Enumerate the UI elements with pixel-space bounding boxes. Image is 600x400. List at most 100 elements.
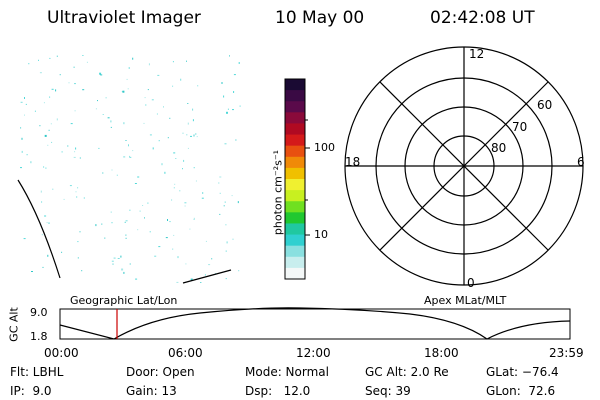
uv-speckle	[215, 273, 217, 274]
uv-speckle	[172, 248, 174, 250]
colorbar-segment	[285, 267, 305, 280]
uv-speckle	[190, 278, 193, 281]
uv-speckle	[184, 205, 186, 207]
uv-speckle	[196, 136, 198, 138]
uv-speckle	[208, 264, 211, 266]
uv-speckle	[237, 201, 239, 204]
uv-speckle	[225, 224, 227, 226]
uv-speckle	[82, 89, 85, 91]
uv-speckle	[195, 133, 197, 135]
uv-speckle	[204, 274, 206, 276]
uv-speckle	[39, 125, 41, 127]
uv-speckle	[123, 156, 126, 158]
uv-speckle	[28, 63, 30, 65]
uv-speckle	[125, 220, 128, 222]
uv-speckle	[113, 257, 116, 259]
uv-speckle	[47, 254, 49, 257]
uv-speckle	[193, 219, 195, 220]
colorbar-segment	[285, 156, 305, 169]
uv-speckle	[23, 238, 26, 240]
uv-speckle	[42, 266, 44, 268]
uv-speckle	[149, 231, 151, 233]
uv-speckle	[169, 117, 171, 119]
uv-speckle	[121, 268, 124, 271]
uv-speckle	[152, 147, 154, 150]
uv-speckle	[51, 88, 54, 90]
uv-speckle	[82, 55, 84, 56]
uv-speckle	[129, 156, 132, 158]
uv-speckle	[56, 118, 58, 121]
uv-speckle	[173, 152, 176, 154]
uv-speckle	[151, 99, 154, 101]
uv-speckle	[59, 74, 61, 76]
uv-speckle	[116, 174, 118, 176]
colorbar-segment	[285, 234, 305, 247]
uv-speckle	[86, 61, 88, 63]
altitude-plot-frame	[59, 308, 571, 340]
uv-speckle	[34, 110, 36, 112]
uv-speckle	[158, 140, 160, 142]
uv-speckle	[224, 201, 226, 203]
uv-speckle	[232, 109, 234, 111]
colorbar-segment	[285, 90, 305, 102]
uv-speckle	[79, 231, 81, 233]
apex-label: Apex MLat/MLT	[424, 294, 507, 307]
uv-speckle	[63, 198, 65, 200]
colorbar-segment	[285, 201, 305, 213]
dsp-readout: Dsp: 12.0	[245, 384, 311, 398]
time-tick-0: 00:00	[44, 346, 79, 360]
uv-speckle	[44, 134, 47, 137]
colorbar-segment	[285, 145, 305, 158]
gc-alt-readout: GC Alt: 2.0 Re	[365, 365, 449, 379]
date-label: 10 May 00	[275, 8, 365, 28]
uv-speckle	[20, 101, 23, 103]
uv-speckle	[161, 163, 163, 166]
uv-speckle	[77, 257, 79, 259]
uv-speckle	[211, 258, 213, 260]
uv-speckle	[218, 182, 220, 184]
uv-speckle	[180, 78, 182, 81]
colorbar-unit-label: photon cm⁻²s⁻¹	[271, 149, 285, 236]
time-tick-2: 12:00	[296, 346, 331, 360]
uv-speckle	[224, 143, 227, 145]
uv-speckle	[195, 180, 197, 182]
ip-readout: IP: 9.0	[10, 384, 52, 398]
uv-speckle	[221, 82, 223, 84]
uv-speckle	[164, 171, 166, 174]
uv-speckle	[156, 113, 158, 115]
time-tick-1: 06:00	[168, 346, 203, 360]
colorbar-segment	[285, 212, 305, 224]
uv-speckle	[105, 97, 107, 99]
uv-speckle	[102, 172, 104, 174]
uv-speckle	[125, 140, 127, 141]
uv-speckle	[197, 85, 199, 87]
uv-speckle	[102, 114, 104, 115]
uv-speckle	[143, 122, 145, 124]
uv-speckle	[101, 223, 103, 225]
uv-speckle	[74, 151, 76, 153]
uv-speckle	[144, 97, 146, 99]
uv-speckle	[25, 103, 27, 105]
uv-speckle	[192, 108, 194, 111]
uv-speckle	[111, 260, 114, 262]
colorbar-segment	[285, 134, 305, 147]
uv-speckle	[70, 123, 73, 125]
filter-readout: Flt: LBHL	[10, 365, 64, 379]
uv-speckle	[98, 147, 100, 149]
uv-speckle	[137, 176, 140, 178]
uv-speckle	[223, 205, 225, 207]
uv-speckle	[186, 134, 188, 136]
uv-speckle	[192, 119, 194, 122]
glon-readout: GLon: 72.6	[486, 384, 556, 398]
uv-speckle	[202, 192, 204, 194]
uv-speckle	[169, 221, 171, 223]
uv-speckle	[48, 222, 50, 224]
uv-speckle	[74, 83, 76, 85]
colorbar-label-10: 10	[314, 228, 328, 241]
uv-speckle	[173, 234, 175, 236]
colorbar-segment	[285, 79, 305, 91]
uv-speckle	[238, 270, 240, 272]
mode-readout: Mode: Normal	[245, 365, 329, 379]
uv-speckle	[200, 282, 202, 283]
colorbar-segment	[285, 112, 305, 124]
